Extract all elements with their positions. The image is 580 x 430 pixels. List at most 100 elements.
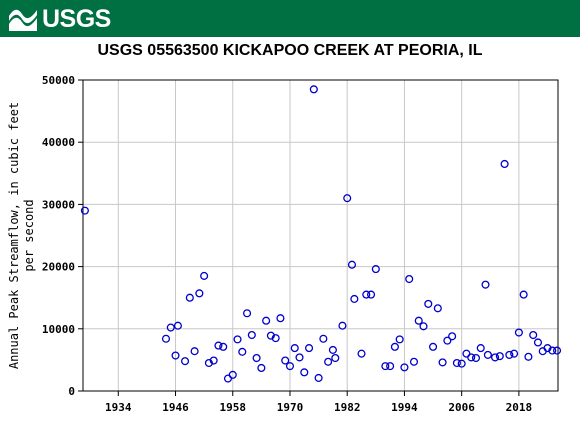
x-tick-label: 1982: [334, 401, 361, 414]
data-point: [300, 368, 309, 377]
data-point: [319, 334, 328, 343]
x-tick-label: 1994: [391, 401, 418, 414]
data-point: [257, 363, 266, 373]
data-point: [309, 85, 318, 94]
data-point: [429, 342, 438, 351]
x-tick-label: 1970: [277, 401, 304, 414]
data-point: [200, 271, 209, 280]
usgs-logo-text: USGS: [42, 4, 111, 33]
data-point: [166, 323, 175, 332]
data-point: [243, 309, 252, 318]
data-point: [271, 334, 280, 343]
y-tick-label: 0: [68, 385, 75, 398]
data-point: [490, 353, 500, 362]
data-point: [448, 332, 457, 341]
data-point: [400, 363, 409, 372]
data-point: [467, 353, 476, 362]
y-tick-label: 30000: [42, 198, 75, 211]
data-point: [173, 321, 182, 330]
data-point: [338, 321, 347, 330]
data-point: [433, 304, 442, 313]
data-point: [214, 341, 223, 350]
data-point: [219, 342, 228, 351]
data-point: [233, 335, 242, 344]
chart-title: USGS 05563500 KICKAPOO CREEK AT PEORIA, …: [97, 42, 483, 59]
data-point: [476, 344, 485, 353]
data-point: [457, 359, 466, 368]
data-point: [414, 316, 423, 325]
data-point: [524, 352, 533, 361]
data-point: [552, 346, 562, 355]
data-point: [390, 342, 399, 351]
data-point: [424, 299, 433, 308]
x-tick-label: 2018: [506, 401, 533, 414]
data-point: [343, 194, 352, 203]
data-point: [438, 358, 447, 367]
data-point: [238, 347, 247, 356]
data-point: [276, 314, 285, 323]
x-axis: 1934 1946 1958 1970 1982 1994 2006 2018: [105, 391, 532, 414]
y-tick-label: 40000: [42, 136, 75, 149]
data-point: [185, 293, 194, 302]
data-point: [529, 330, 538, 340]
data-point: [161, 334, 171, 343]
data-point: [505, 350, 514, 359]
data-point: [347, 260, 357, 269]
data-point: [190, 347, 199, 356]
data-point: [80, 206, 89, 215]
data-point: [295, 353, 304, 362]
data-point: [548, 346, 557, 355]
data-point: [228, 370, 237, 379]
usgs-wave-icon: [9, 9, 37, 31]
data-point: [405, 274, 414, 284]
data-point: [510, 349, 519, 358]
data-point: [266, 331, 275, 340]
data-point: [462, 349, 471, 358]
data-point: [247, 330, 256, 340]
y-tick-label: 50000: [42, 74, 75, 87]
data-point: [371, 265, 380, 274]
data-point: [395, 335, 404, 344]
data-point: [500, 159, 509, 169]
data-point: [328, 345, 337, 354]
data-point: [314, 373, 323, 382]
data-point: [285, 362, 295, 371]
data-point: [495, 352, 504, 361]
x-tick-label: 1946: [162, 401, 189, 414]
usgs-logo[interactable]: USGS: [8, 5, 111, 33]
data-point: [519, 290, 528, 299]
data-point: [223, 374, 233, 383]
data-point: [204, 358, 213, 368]
y-axis: 0 10000 20000 30000 40000 50000: [42, 74, 83, 398]
y-axis-label-line: Annual Peak Streamflow, in cubic feet: [7, 102, 21, 369]
y-axis-label-line: per second: [22, 199, 36, 271]
data-point: [195, 289, 204, 298]
y-tick-label: 20000: [42, 261, 75, 274]
data-point: [181, 357, 190, 366]
data-point: [252, 353, 261, 363]
data-point: [262, 316, 271, 325]
data-point: [290, 344, 299, 353]
data-point: [305, 344, 314, 353]
data-point: [350, 294, 359, 303]
x-tick-label: 1958: [219, 401, 246, 414]
data-point: [543, 344, 552, 353]
data-point: [357, 349, 366, 358]
data-point: [331, 353, 340, 363]
data-point: [409, 357, 419, 366]
grid-lines: [83, 79, 558, 392]
data-point: [362, 290, 371, 299]
data-point: [209, 356, 218, 365]
usgs-banner: USGS: [0, 0, 580, 37]
y-tick-label: 10000: [42, 323, 75, 336]
data-point: [443, 336, 452, 345]
y-axis-label: Annual Peak Streamflow, in cubic feet per…: [7, 102, 36, 369]
data-point: [386, 362, 395, 371]
data-point: [281, 356, 290, 365]
data-point: [514, 328, 523, 337]
data-point: [171, 351, 180, 360]
data-point: [367, 290, 376, 299]
x-tick-label: 1934: [105, 401, 132, 414]
